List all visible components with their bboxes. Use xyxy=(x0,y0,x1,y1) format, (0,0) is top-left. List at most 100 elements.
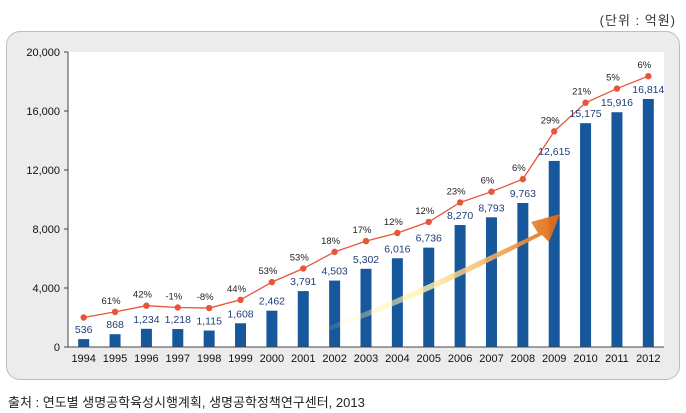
growth-rate-label: 6% xyxy=(481,176,495,187)
x-tick-label: 2002 xyxy=(322,353,346,365)
growth-line-series xyxy=(80,72,652,321)
bar xyxy=(580,123,592,347)
bar xyxy=(235,323,247,347)
growth-rate-label: 61% xyxy=(102,296,122,307)
bar-value-label: 15,916 xyxy=(601,97,633,109)
growth-point xyxy=(111,308,119,316)
growth-point xyxy=(362,237,370,245)
bar-value-label: 536 xyxy=(75,324,93,336)
bar xyxy=(266,310,278,347)
bar xyxy=(454,225,466,347)
bar-series xyxy=(78,98,654,347)
growth-rate-label: 17% xyxy=(352,225,372,236)
x-tick-label: 1996 xyxy=(134,353,158,365)
growth-rate-label: 12% xyxy=(415,206,435,217)
bar xyxy=(485,217,497,347)
growth-rate-label: 23% xyxy=(447,186,467,197)
x-tick-label: 2012 xyxy=(636,353,660,365)
bar xyxy=(297,291,309,347)
x-tick-label: 1994 xyxy=(71,353,95,365)
bar xyxy=(203,330,215,347)
growth-point xyxy=(613,85,621,92)
y-tick-label: 8,000 xyxy=(32,224,60,236)
bar xyxy=(360,268,372,347)
x-tick-label: 1995 xyxy=(103,353,127,365)
x-tick-label: 2003 xyxy=(354,353,378,365)
bar-value-label: 16,814 xyxy=(632,84,664,96)
y-tick-label: 0 xyxy=(54,342,60,354)
bar-value-label: 1,115 xyxy=(196,316,222,328)
growth-point xyxy=(143,302,150,309)
growth-rate-label: 12% xyxy=(384,217,404,228)
growth-rate-label: -1% xyxy=(165,291,182,302)
bar xyxy=(642,98,654,347)
bar-value-label: 1,608 xyxy=(227,308,253,320)
growth-point xyxy=(205,304,213,312)
x-tick-label: 1999 xyxy=(228,353,252,365)
growth-rate-label: 5% xyxy=(606,73,620,84)
growth-point xyxy=(425,218,432,226)
bar-value-label: 868 xyxy=(106,319,124,331)
bar-value-label: 2,462 xyxy=(259,296,285,308)
growth-point xyxy=(237,296,244,303)
bar xyxy=(548,160,560,347)
growth-rate-label: 29% xyxy=(541,115,561,126)
growth-rate-label: 21% xyxy=(572,87,592,98)
x-tick-label: 2007 xyxy=(479,353,503,365)
bar-value-label: 8,793 xyxy=(478,202,504,214)
x-tick-label: 2008 xyxy=(511,353,535,365)
bar-value-label: 1,218 xyxy=(165,314,191,326)
growth-point xyxy=(80,314,87,321)
bar-value-label: 9,763 xyxy=(510,188,536,200)
growth-point xyxy=(268,278,276,286)
growth-point xyxy=(551,128,558,135)
source-note: 출처 : 연도별 생명공학육성시행계획, 생명공학정책연구센터, 2013 xyxy=(8,395,365,410)
growth-rate-label: -8% xyxy=(197,292,214,303)
y-tick-label: 4,000 xyxy=(32,283,60,295)
bar xyxy=(423,247,435,347)
unit-label: (단위 : 억원) xyxy=(599,13,676,28)
bar-value-label: 4,503 xyxy=(321,266,347,278)
trend-arrow xyxy=(318,214,560,334)
bar xyxy=(517,202,529,347)
x-tick-label: 1998 xyxy=(197,353,221,365)
bar xyxy=(109,334,121,347)
bar-value-label: 6,736 xyxy=(416,233,442,245)
growth-point xyxy=(394,229,401,237)
bar-value-label: 12,615 xyxy=(538,146,570,158)
bar-value-label: 5,302 xyxy=(353,254,379,266)
growth-point xyxy=(582,99,589,106)
x-tick-label: 2006 xyxy=(448,353,472,365)
bar xyxy=(140,328,152,347)
x-tick-label: 2009 xyxy=(542,353,566,365)
y-tick-label: 12,000 xyxy=(26,165,60,177)
growth-rate-label: 44% xyxy=(227,284,247,295)
growth-point xyxy=(331,248,338,256)
growth-rate-label: 6% xyxy=(637,60,651,71)
bar-value-label: 8,270 xyxy=(447,210,473,222)
growth-point xyxy=(519,175,527,183)
growth-point xyxy=(645,72,652,80)
growth-rate-label: 53% xyxy=(290,253,310,264)
bar-value-label: 15,175 xyxy=(570,108,602,120)
growth-point xyxy=(300,265,307,272)
bar-value-label: 1,234 xyxy=(133,314,159,326)
x-tick-label: 2000 xyxy=(260,353,284,365)
y-axis: 0 4,000 8,000 12,000 16,000 20,000 xyxy=(26,47,68,354)
x-tick-label: 2005 xyxy=(416,353,440,365)
bar xyxy=(329,280,341,347)
bar-value-label: 3,791 xyxy=(290,276,316,288)
x-tick-label: 1997 xyxy=(166,353,190,365)
data-labels: 536 868 1,234 1,218 1,115 1,608 2,462 3,791 4,50… xyxy=(75,60,665,336)
growth-rate-label: 53% xyxy=(258,266,278,277)
growth-rate-label: 42% xyxy=(133,290,153,301)
y-tick-label: 20,000 xyxy=(26,47,60,59)
bar xyxy=(172,329,184,347)
x-axis: 1994 1995 1996 1997 1998 1999 2000 2001 2002 2003… xyxy=(71,353,660,365)
bar xyxy=(78,339,90,347)
bar-value-label: 6,016 xyxy=(384,243,410,255)
x-tick-label: 2004 xyxy=(385,353,409,365)
growth-point xyxy=(174,304,181,311)
bar xyxy=(611,112,623,347)
